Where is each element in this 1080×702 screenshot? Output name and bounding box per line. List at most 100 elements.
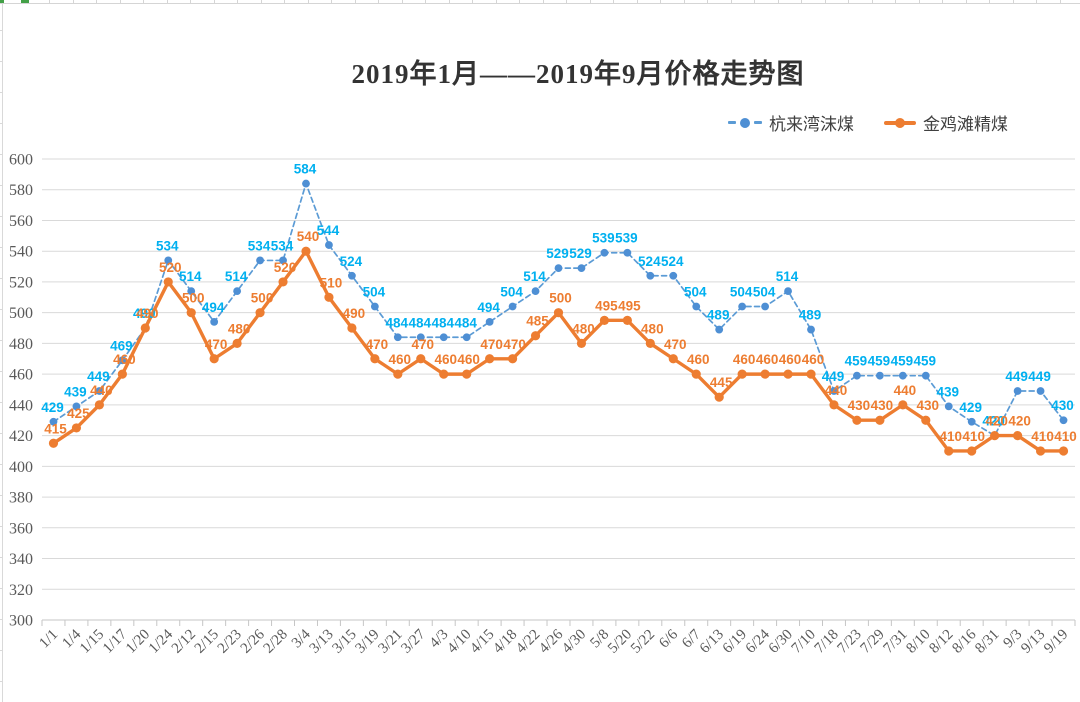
data-label: 415	[44, 421, 67, 436]
data-point	[967, 417, 976, 426]
data-point	[347, 323, 357, 333]
data-point	[875, 371, 884, 380]
series-data-labels-1: 4154254404604905205004704805005205405104…	[44, 229, 1077, 444]
legend-item-series-2[interactable]: 金鸡滩精煤	[884, 110, 1008, 135]
data-point	[668, 354, 678, 364]
y-axis-tick-label: 300	[9, 613, 33, 630]
dashed-line-marker-icon	[728, 117, 762, 128]
data-point	[209, 354, 219, 364]
data-label: 484	[454, 315, 477, 330]
x-axis-tick-label: 1/1	[36, 627, 61, 652]
data-label: 469	[110, 338, 133, 353]
data-label: 504	[730, 285, 753, 300]
y-axis-tick-label: 360	[9, 520, 33, 537]
data-point	[94, 400, 104, 410]
data-label: 410	[1054, 429, 1077, 444]
data-point	[737, 369, 747, 379]
data-point	[233, 287, 242, 296]
data-point	[1058, 446, 1069, 456]
data-label: 439	[64, 384, 87, 399]
data-label: 500	[549, 291, 572, 306]
data-label: 449	[822, 369, 845, 384]
data-label: 529	[569, 246, 592, 261]
data-point	[967, 446, 977, 456]
legend-label: 杭来湾沫煤	[769, 115, 854, 134]
data-label: 470	[503, 337, 526, 352]
legend-item-series-1[interactable]: 杭来湾沫煤	[728, 110, 854, 135]
data-label: 480	[641, 321, 664, 336]
data-point	[852, 415, 862, 425]
x-axis-ticks	[41, 620, 1076, 626]
data-label: 449	[1005, 369, 1028, 384]
data-label: 504	[753, 285, 776, 300]
data-point	[439, 369, 449, 379]
data-label: 449	[1028, 369, 1051, 384]
data-point	[348, 271, 356, 280]
x-axis-tick-label: 4/30	[559, 627, 589, 657]
data-label: 504	[684, 285, 707, 300]
data-point	[95, 387, 104, 395]
data-label: 484	[386, 315, 409, 330]
worksheet-left-gridline	[2, 3, 3, 702]
data-label: 460	[457, 352, 480, 367]
data-point	[875, 415, 885, 425]
data-label: 429	[959, 400, 982, 415]
series-markers-0[interactable]	[49, 179, 1068, 440]
data-label: 470	[366, 337, 389, 352]
data-point	[462, 369, 472, 379]
y-axis-tick-label: 480	[9, 336, 33, 353]
data-point	[462, 333, 471, 342]
data-point	[1035, 446, 1046, 456]
data-label: 490	[136, 306, 159, 321]
data-label: 460	[733, 352, 756, 367]
data-label: 430	[871, 398, 894, 413]
data-point	[784, 287, 792, 296]
data-point	[921, 371, 930, 380]
data-point	[186, 308, 196, 318]
data-point	[439, 333, 448, 342]
data-label: 445	[710, 375, 733, 390]
data-label: 520	[274, 260, 297, 275]
data-point	[898, 400, 908, 410]
chart-title[interactable]: 2019年1月——2019年9月价格走势图	[351, 59, 805, 89]
data-label: 520	[159, 260, 182, 275]
data-label: 484	[409, 315, 432, 330]
data-label: 410	[1031, 429, 1054, 444]
data-point	[530, 331, 541, 341]
data-label: 490	[343, 306, 366, 321]
data-label: 459	[868, 354, 891, 369]
data-point	[485, 317, 494, 326]
data-point	[164, 256, 173, 265]
data-label: 534	[248, 238, 271, 253]
data-label: 460	[687, 352, 710, 367]
data-label: 420	[982, 414, 1005, 429]
data-label: 500	[182, 291, 205, 306]
series-markers-1[interactable]	[48, 246, 1069, 456]
y-axis-tick-label: 540	[9, 244, 33, 261]
x-axis-tick-label: 5/22	[628, 627, 658, 657]
selection-handle	[0, 0, 4, 3]
x-axis-tick-label: 3/27	[398, 626, 429, 657]
data-point	[599, 315, 610, 325]
data-label: 459	[891, 354, 914, 369]
data-point	[692, 302, 701, 311]
data-point	[714, 392, 724, 402]
data-label: 440	[825, 383, 848, 398]
data-label: 504	[363, 285, 386, 300]
data-label: 504	[500, 285, 523, 300]
data-point	[531, 287, 540, 296]
data-point	[232, 338, 242, 348]
data-point	[370, 354, 380, 364]
y-axis-tick-label: 520	[9, 274, 33, 291]
data-point	[830, 387, 838, 395]
data-label: 529	[546, 246, 569, 261]
data-label: 470	[480, 337, 503, 352]
data-label: 494	[202, 300, 225, 315]
data-label: 470	[205, 337, 228, 352]
data-label: 430	[917, 398, 940, 413]
data-label: 544	[317, 223, 340, 238]
data-label: 514	[179, 269, 202, 284]
data-label: 410	[962, 429, 985, 444]
